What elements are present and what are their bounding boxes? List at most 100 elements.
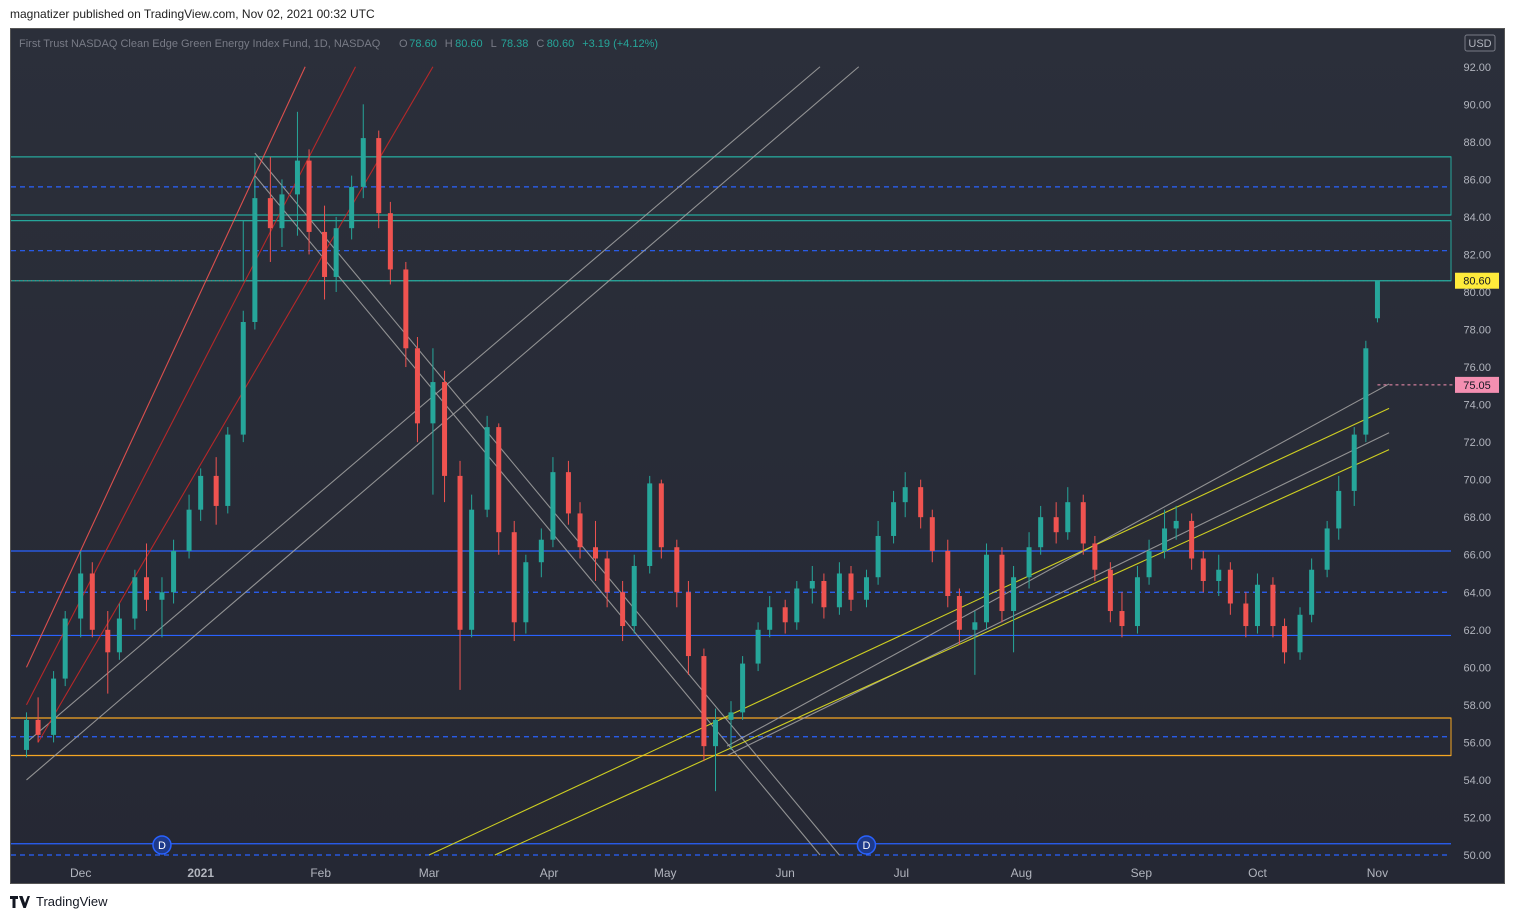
time-tick-6: Jun — [776, 866, 795, 880]
candle-body-67 — [929, 517, 935, 551]
candle-body-80 — [1107, 569, 1113, 612]
candle-body-38 — [538, 539, 544, 563]
candle-body-65 — [902, 487, 908, 503]
candle-body-26 — [376, 138, 382, 214]
candle-body-16 — [240, 322, 246, 435]
candle-body-75 — [1038, 517, 1044, 548]
candle-body-5 — [89, 573, 95, 630]
candle-body-82 — [1134, 577, 1140, 627]
time-tick-8: Aug — [1011, 866, 1032, 880]
horizontal-levels[interactable] — [11, 156, 1452, 856]
candle-body-1 — [35, 719, 41, 735]
candle-body-78 — [1080, 502, 1086, 544]
trendline-3 — [26, 66, 821, 743]
candle-body-42 — [593, 547, 599, 559]
time-tick-9: Sep — [1131, 866, 1153, 880]
price-tick-9: 68.00 — [1463, 512, 1491, 524]
candle-body-97 — [1336, 490, 1342, 529]
candle-body-79 — [1092, 543, 1098, 570]
publish-info: magnatizer published on TradingView.com,… — [0, 0, 1515, 28]
candle-body-35 — [496, 427, 502, 533]
price-tick-14: 78.00 — [1463, 325, 1491, 337]
candle-body-22 — [322, 231, 328, 277]
time-axis[interactable]: Dec 2021 Feb Mar Apr May Jun Jul Aug Sep Oct Nov — [70, 866, 1388, 880]
candle-body-53 — [740, 663, 746, 713]
price-tick-20: 90.00 — [1463, 99, 1491, 111]
time-tick-3: Mar — [419, 866, 440, 880]
candle-body-63 — [875, 535, 881, 578]
candle-body-96 — [1324, 528, 1330, 570]
candle-body-48 — [674, 547, 680, 593]
candle-body-14 — [213, 475, 219, 506]
candle-body-46 — [647, 483, 653, 566]
candle-body-87 — [1200, 558, 1206, 581]
candle-body-94 — [1297, 614, 1303, 653]
candle-body-31 — [442, 382, 448, 476]
price-tick-11: 72.00 — [1463, 437, 1491, 449]
time-tick-11: Nov — [1367, 866, 1388, 880]
time-tick-2: Feb — [310, 866, 331, 880]
chart-area[interactable]: 50.00 52.00 54.00 56.00 58.00 60.00 62.00 64.00… — [10, 28, 1505, 884]
candle-body-4 — [78, 573, 84, 619]
candle-body-7 — [116, 618, 122, 653]
candle-body-44 — [620, 592, 626, 627]
candle-body-2 — [51, 678, 57, 735]
candle-body-66 — [918, 487, 924, 518]
candle-body-9 — [143, 577, 149, 600]
candlestick-chart[interactable]: 50.00 52.00 54.00 56.00 58.00 60.00 62.00 64.00… — [11, 29, 1504, 883]
candle-body-36 — [511, 532, 517, 623]
change-value: +3.19 (+4.12%) — [582, 38, 658, 50]
candle-body-84 — [1162, 528, 1168, 551]
candle-body-39 — [550, 472, 556, 540]
candle-body-27 — [387, 213, 393, 270]
candle-body-56 — [782, 607, 788, 623]
price-axis[interactable]: 50.00 52.00 54.00 56.00 58.00 60.00 62.00 64.00… — [1377, 34, 1499, 862]
price-tick-1: 52.00 — [1463, 812, 1491, 824]
trendline-5 — [726, 432, 1390, 757]
publish-text: magnatizer published on TradingView.com,… — [10, 7, 375, 21]
dividend-label-1: D — [863, 840, 871, 852]
candle-body-28 — [403, 269, 409, 349]
candle-body-41 — [577, 513, 583, 548]
legend: First Trust NASDAQ Clean Edge Green Ener… — [19, 38, 658, 50]
candle-body-37 — [523, 562, 529, 623]
price-tick-13: 76.00 — [1463, 362, 1491, 374]
footer: TradingView — [10, 892, 108, 912]
dividend-marker-0 — [152, 835, 172, 855]
close-value: 80.60 — [547, 38, 575, 50]
price-tick-21: 92.00 — [1463, 62, 1491, 74]
candle-body-70 — [972, 622, 978, 630]
price-tick-12: 74.00 — [1463, 400, 1491, 412]
candle-body-24 — [349, 186, 355, 229]
candle-body-43 — [604, 558, 610, 593]
currency-box — [1464, 34, 1496, 52]
candle-body-20 — [294, 160, 300, 195]
price-tick-17: 84.00 — [1463, 212, 1491, 224]
candle-body-59 — [821, 580, 827, 608]
last-price-label: 80.60 — [1463, 276, 1491, 288]
marker-price-label: 75.05 — [1463, 380, 1491, 392]
currency-label: USD — [1468, 38, 1491, 50]
candle-body-85 — [1173, 520, 1179, 529]
high-prefix: H — [445, 38, 453, 50]
resistance-box-lower — [242, 220, 1452, 282]
candle-body-55 — [767, 607, 773, 630]
price-tick-7: 64.00 — [1463, 587, 1491, 599]
candle-body-68 — [945, 550, 951, 597]
price-tick-6: 62.00 — [1463, 625, 1491, 637]
candle-body-45 — [631, 565, 637, 627]
candle-body-52 — [728, 712, 734, 720]
candle-body-76 — [1053, 517, 1059, 533]
time-tick-1: 2021 — [187, 866, 214, 880]
trendline-8 — [25, 66, 306, 668]
price-tick-15: 80.00 — [1463, 287, 1491, 299]
price-tick-3: 56.00 — [1463, 737, 1491, 749]
candle-body-54 — [755, 629, 761, 664]
candle-body-47 — [658, 483, 664, 548]
trendline-10 — [37, 66, 434, 743]
candle-body-73 — [1011, 577, 1017, 612]
close-prefix: C — [536, 38, 544, 50]
candle-body-99 — [1363, 348, 1369, 435]
time-tick-4: Apr — [540, 866, 559, 880]
